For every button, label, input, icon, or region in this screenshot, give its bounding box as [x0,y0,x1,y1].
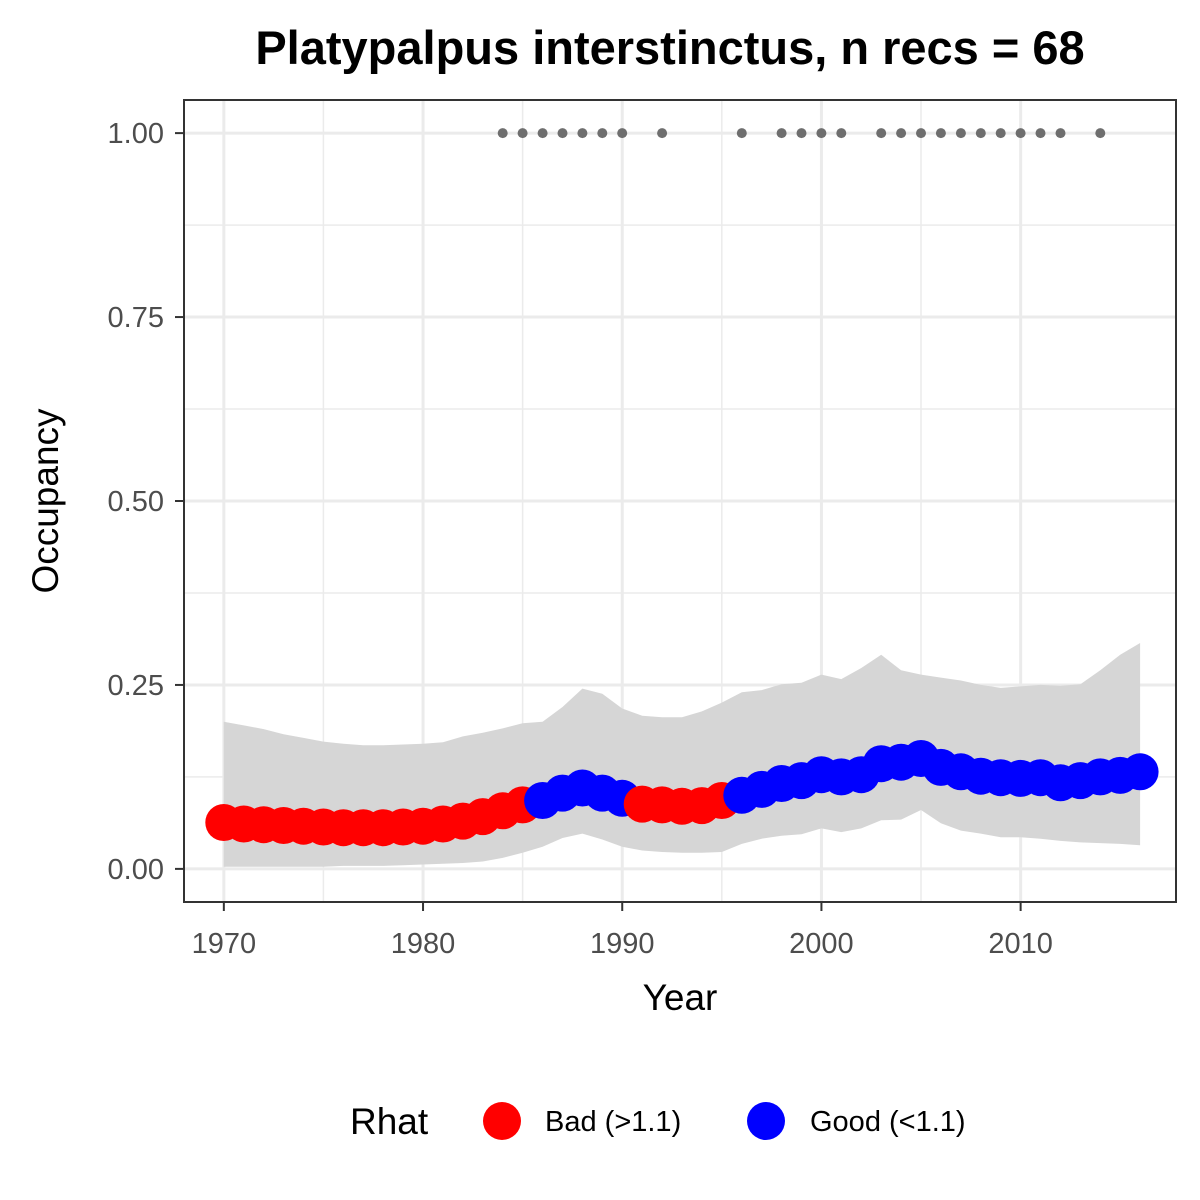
y-axis-title: Occupancy [25,408,66,594]
record-point [1015,128,1026,139]
y-tick-label: 0.75 [108,302,164,334]
record-point [1055,128,1066,139]
record-point [916,128,926,139]
y-tick-label: 1.00 [108,118,164,150]
record-point [557,128,568,139]
records-layer [497,128,1106,139]
record-point [1035,128,1046,139]
record-point [995,128,1006,139]
record-point [935,128,946,139]
chart-title: Platypalpus interstinctus, n recs = 68 [255,21,1084,74]
record-point [736,128,747,139]
x-axis-title: Year [643,977,718,1018]
record-point [1095,128,1106,139]
x-tick-label: 2010 [988,928,1053,960]
x-tick-label: 1990 [590,928,655,960]
x-tick-label: 1980 [391,928,456,960]
record-point [975,128,986,139]
record-point [497,128,508,139]
record-point [517,128,528,139]
x-axis: 1970 1980 1990 2000 2010 [192,902,1053,960]
record-point [617,128,628,139]
legend-label-bad: Bad (>1.1) [545,1106,681,1138]
record-point [816,128,827,139]
record-point [796,128,807,139]
record-point [537,128,548,139]
y-tick-label: 0.50 [108,486,164,518]
record-point [896,128,907,139]
record-point [577,128,588,139]
record-point [776,128,787,139]
x-tick-label: 2000 [789,928,854,960]
legend-label-good: Good (<1.1) [810,1106,966,1138]
record-point [876,128,887,139]
record-point [657,128,668,139]
record-point [597,128,608,139]
occupancy-point [1121,753,1159,791]
legend-key-good [747,1102,785,1140]
legend: Rhat Bad (>1.1) Good (<1.1) [350,1101,966,1142]
y-tick-label: 0.25 [108,670,164,702]
record-point [836,128,847,139]
y-axis: 0.00 0.25 0.50 0.75 1.00 [108,118,184,886]
x-tick-label: 1970 [192,928,257,960]
record-point [955,128,966,139]
legend-key-bad [483,1102,521,1140]
occupancy-points-layer [205,740,1159,847]
y-tick-label: 0.00 [108,854,164,886]
legend-title: Rhat [350,1101,429,1142]
